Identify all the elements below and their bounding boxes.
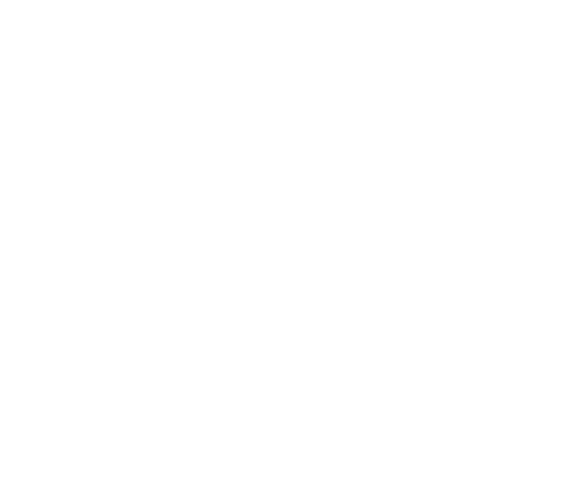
- Text: AD: AD: [156, 445, 171, 455]
- X-axis label: quantity of investment: quantity of investment: [383, 249, 502, 260]
- X-axis label: GDP$_r$: GDP$_r$: [161, 464, 189, 478]
- Y-axis label: price
level: price level: [29, 355, 55, 377]
- X-axis label: unemployment: unemployment: [403, 464, 482, 474]
- Text: LR$_{PC}$: LR$_{PC}$: [470, 289, 495, 303]
- Text: increase money supply: increase money supply: [23, 24, 144, 34]
- Text: SR$_{PC}$: SR$_{PC}$: [512, 416, 537, 430]
- Title: aggregate supply/demand graph: aggregate supply/demand graph: [66, 259, 283, 272]
- Text: ID: ID: [531, 210, 542, 220]
- Text: AS: AS: [254, 284, 268, 294]
- Text: MS: MS: [128, 60, 146, 73]
- Y-axis label: inflation: inflation: [281, 361, 323, 371]
- Text: AD$_1$: AD$_1$: [175, 433, 196, 447]
- Text: MD: MD: [275, 210, 293, 220]
- Title: investment demand graph: investment demand graph: [354, 44, 530, 58]
- X-axis label: quantity of money: quantity of money: [127, 249, 222, 260]
- Y-axis label: interest
rate: interest rate: [283, 141, 323, 162]
- Title: Phillips curve graph: Phillips curve graph: [376, 259, 509, 272]
- Text: MS$_1$: MS$_1$: [147, 75, 171, 90]
- Y-axis label: interest
rate: interest rate: [15, 141, 55, 162]
- Text: ➕: ➕: [505, 24, 510, 34]
- Title: money market graph: money market graph: [105, 44, 244, 58]
